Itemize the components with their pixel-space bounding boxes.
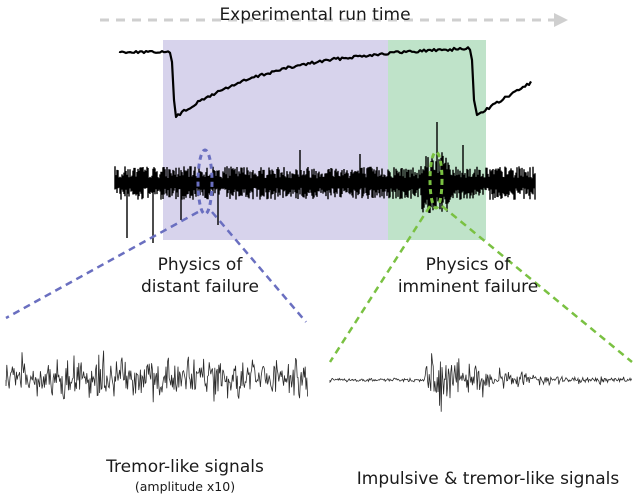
amplitude-note: (amplitude x10): [134, 479, 236, 494]
acoustic-emission-trace: [114, 122, 536, 243]
shear-stress-trace: [118, 46, 532, 119]
imminent-sample-marker: [428, 150, 444, 210]
imminent-zoom-line-right: [441, 205, 633, 363]
imminent-zoom-line-left: [328, 205, 432, 363]
distant-failure-label-line2: distant failure: [141, 277, 259, 297]
distant-sample-marker: [196, 148, 214, 216]
distant-zoom-line-left: [5, 210, 199, 320]
imminent-failure-label-line2: imminent failure: [397, 277, 539, 297]
distant-zoom-line-right: [211, 211, 307, 323]
run-time-title: Experimental run time: [219, 5, 411, 25]
tremor-signals-label: Tremor-like signals: [106, 457, 264, 477]
distant-failure-label-line1: Physics of: [157, 255, 243, 275]
tremor-waveform: [5, 350, 308, 403]
impulsive-signals-label: Impulsive & tremor-like signals: [356, 469, 620, 489]
run-time-arrow-head: [554, 13, 568, 27]
distant-failure-region: [163, 40, 388, 240]
imminent-failure-label-line1: Physics of: [425, 255, 511, 275]
impulsive-waveform: [329, 353, 632, 412]
